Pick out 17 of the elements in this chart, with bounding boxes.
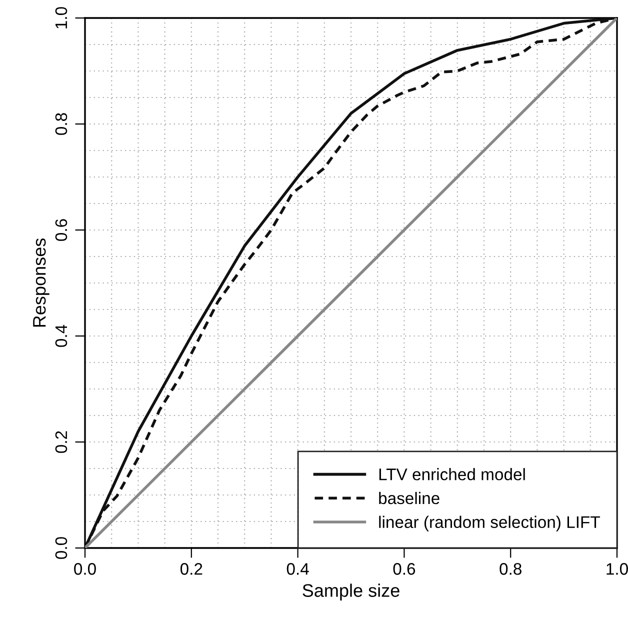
y-tick-label: 0.0 <box>55 537 68 559</box>
x-tick-label: 0.4 <box>286 563 309 575</box>
x-tick-label: 1.0 <box>606 563 628 575</box>
y-tick-label: 0.4 <box>55 324 68 347</box>
x-tick-label: 0.6 <box>393 563 416 575</box>
legend-label: LTV enriched model <box>379 468 525 480</box>
y-tick-label: 0.8 <box>55 113 68 135</box>
x-tick-label: 0.2 <box>180 563 202 575</box>
x-axis-title: Sample size <box>302 584 400 601</box>
x-tick-label: 0.0 <box>74 563 96 575</box>
y-tick-label: 0.6 <box>55 219 68 241</box>
y-tick-label: 1.0 <box>55 7 68 28</box>
legend-label: linear (random selection) LIFT <box>379 516 600 532</box>
legend-label: baseline <box>379 492 440 504</box>
x-tick-label: 0.8 <box>500 563 522 575</box>
y-tick-label: 0.2 <box>55 431 68 453</box>
y-axis-title: Responses <box>33 238 50 327</box>
